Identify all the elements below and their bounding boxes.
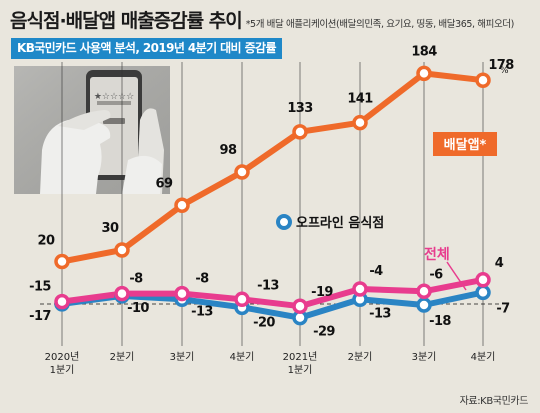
label-total-4: -13 bbox=[257, 278, 279, 293]
point-total-8 bbox=[475, 272, 491, 288]
point-delivery-4 bbox=[234, 164, 250, 180]
unit-label: % bbox=[500, 66, 509, 76]
label-delivery-1: 20 bbox=[38, 233, 55, 248]
legend-total-label: 전체 bbox=[424, 246, 450, 263]
chart-title: 음식점·배달앱 매출증감률 추이 bbox=[10, 10, 243, 32]
legend-total-pointer bbox=[446, 261, 467, 291]
x-tick-7: 3분기 bbox=[412, 351, 437, 363]
label-total-1: -15 bbox=[29, 280, 51, 295]
label-total-7: -6 bbox=[429, 267, 443, 282]
data-labels: 20 30 69 98 133 141 184 178 -15 -8 -8 -13 -19 -4 -6 4 -1… bbox=[29, 44, 515, 340]
point-total-4 bbox=[234, 291, 250, 308]
x-tick-5: 2021년 1분기 bbox=[283, 351, 318, 376]
x-axis-ticks: 2020년 1분기 2분기 3분기 4분기 2021년 1분기 2분기 3분기 4분기 bbox=[45, 351, 496, 376]
point-offline-7 bbox=[416, 297, 432, 313]
point-total-1 bbox=[54, 293, 70, 310]
point-total-5 bbox=[292, 298, 308, 314]
legend-offline-marker bbox=[276, 214, 292, 230]
label-offline-3: -13 bbox=[191, 304, 213, 319]
label-total-6: -4 bbox=[369, 264, 383, 279]
point-delivery-6 bbox=[352, 114, 368, 131]
point-delivery-3 bbox=[174, 197, 190, 214]
label-delivery-8: 178 bbox=[488, 58, 514, 73]
smartphone-rating-photo: ★☆☆☆☆ bbox=[14, 66, 170, 194]
legend-offline: 오프라인 음식점 bbox=[276, 214, 384, 231]
label-offline-8: -7 bbox=[496, 301, 510, 316]
label-total-8: 4 bbox=[495, 256, 504, 271]
series-line-delivery bbox=[59, 70, 486, 265]
label-offline-4: -20 bbox=[253, 315, 275, 330]
label-delivery-5: 133 bbox=[287, 101, 313, 116]
point-delivery-2 bbox=[114, 242, 130, 258]
point-delivery-1 bbox=[54, 253, 70, 270]
point-delivery-5 bbox=[292, 124, 308, 140]
series-line-total bbox=[59, 276, 486, 310]
label-total-2: -8 bbox=[129, 272, 143, 287]
source-note: 자료:KB국민카드 bbox=[459, 396, 529, 407]
point-total-3 bbox=[174, 285, 190, 302]
label-total-3: -8 bbox=[195, 272, 209, 287]
point-offline-8 bbox=[475, 284, 491, 301]
x-tick-2: 2분기 bbox=[110, 351, 135, 363]
point-total-2 bbox=[114, 285, 130, 302]
label-offline-6: -13 bbox=[369, 306, 391, 321]
label-total-5: -19 bbox=[311, 285, 333, 300]
point-delivery-7 bbox=[416, 65, 432, 82]
label-delivery-2: 30 bbox=[102, 221, 119, 236]
x-tick-6: 2분기 bbox=[348, 351, 373, 363]
label-offline-1: -17 bbox=[29, 309, 51, 324]
chart-note: *5개 배달 애플리케이션(배달의민족, 요기요, 띵동, 배달365, 해피오… bbox=[245, 19, 515, 30]
point-total-7 bbox=[416, 283, 432, 300]
x-tick-1: 2020년 1분기 bbox=[45, 351, 80, 376]
legend-delivery: 배달앱* bbox=[433, 132, 497, 156]
x-tick-3: 3분기 bbox=[170, 351, 195, 363]
label-delivery-4: 98 bbox=[220, 143, 237, 158]
series-points bbox=[54, 65, 491, 326]
series-lines bbox=[59, 70, 486, 321]
chart-subtitle: KB국민카드 사용액 분석, 2019년 4분기 대비 증감률 bbox=[11, 38, 282, 59]
label-offline-5: -29 bbox=[313, 325, 335, 340]
label-offline-2: -10 bbox=[127, 301, 149, 316]
legend-delivery-label: 배달앱* bbox=[444, 137, 487, 153]
label-delivery-6: 141 bbox=[347, 92, 373, 107]
label-offline-7: -18 bbox=[429, 314, 451, 329]
x-tick-4: 4분기 bbox=[230, 351, 255, 363]
label-delivery-7: 184 bbox=[411, 44, 437, 59]
point-total-6 bbox=[352, 281, 368, 297]
label-delivery-3: 69 bbox=[156, 176, 173, 191]
legend-offline-label: 오프라인 음식점 bbox=[296, 215, 384, 231]
title-area: 음식점·배달앱 매출증감률 추이 *5개 배달 애플리케이션(배달의민족, 요기요… bbox=[10, 6, 514, 33]
x-tick-8: 4분기 bbox=[471, 351, 496, 363]
point-delivery-8 bbox=[475, 72, 491, 88]
svg-text:★☆☆☆☆: ★☆☆☆☆ bbox=[94, 92, 134, 102]
